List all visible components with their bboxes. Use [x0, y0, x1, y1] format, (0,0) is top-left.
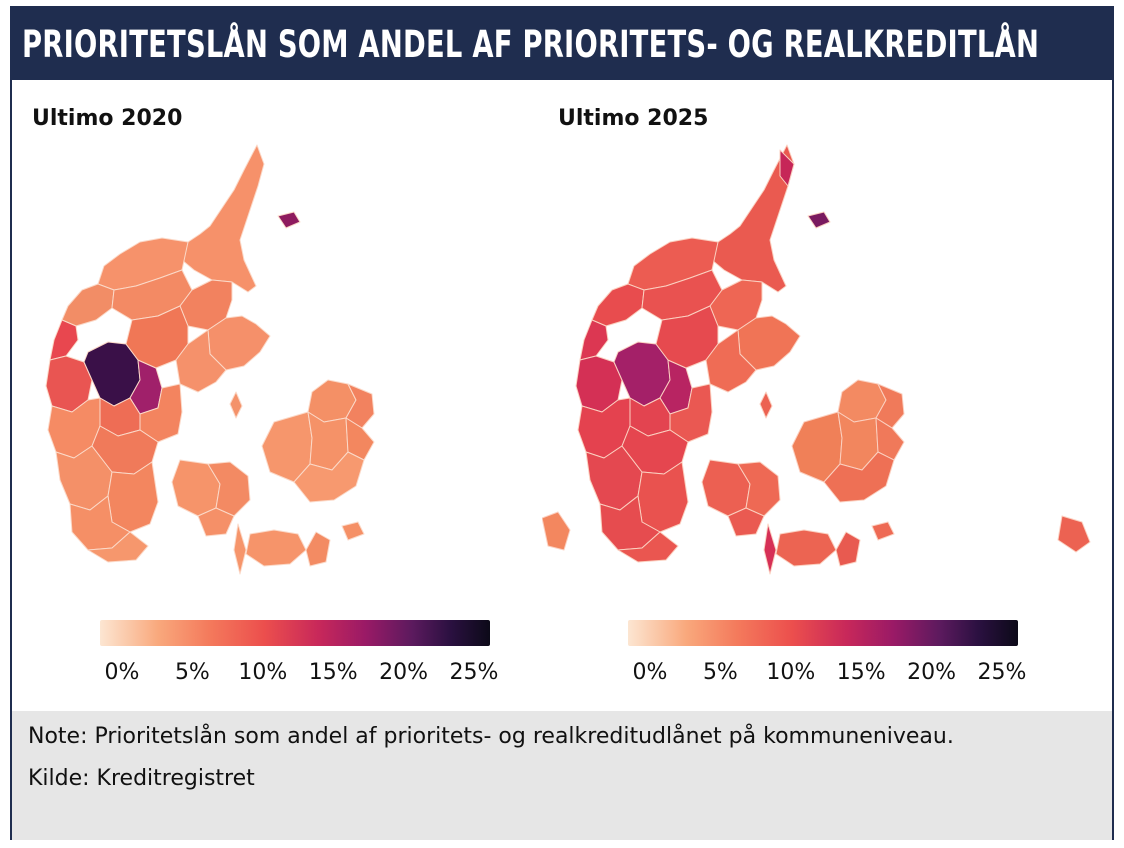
region-lolland [245, 529, 307, 567]
region-west-coast-red [579, 319, 609, 361]
legend-tick: 0% [104, 660, 140, 685]
legend-tick: 10% [766, 660, 816, 685]
region-fyn-east [207, 461, 251, 517]
legend-tick: 0% [632, 660, 668, 685]
region-thy [591, 283, 645, 327]
region-fyn-east [737, 461, 781, 517]
region-mon [871, 521, 895, 541]
figure-note: Note: Prioritetslån som andel af priorit… [28, 724, 954, 749]
region-aabenraa [87, 531, 149, 563]
region-samso [229, 391, 243, 419]
region-sydsjaelland [823, 451, 895, 503]
legend-tick: 20% [907, 660, 957, 685]
region-lolland [775, 529, 837, 567]
map-panel-2025: Ultimo 2025 [542, 80, 1116, 710]
legend-ticks-2020: 0% 5% 10% 15% 20% 25% [78, 660, 518, 690]
region-ostsjaelland [345, 417, 375, 461]
region-langeland [763, 523, 777, 575]
region-skagen [779, 149, 795, 187]
region-fyn-south [197, 507, 235, 537]
region-sydsjaelland [293, 451, 365, 503]
denmark-map-2025 [542, 144, 1091, 575]
figure-source: Kilde: Kreditregistret [28, 766, 255, 791]
legend-tick: 10% [238, 660, 288, 685]
map-title-2020: Ultimo 2020 [32, 106, 183, 131]
region-aabenraa [617, 531, 679, 563]
region-laeso [277, 211, 301, 229]
region-samso [759, 391, 773, 419]
region-aarhus-area [705, 329, 757, 393]
legend-tick: 25% [977, 660, 1027, 685]
region-thy [61, 283, 115, 327]
region-fyn-south [727, 507, 765, 537]
legend-ticks-2025: 0% 5% 10% 15% 20% 25% [606, 660, 1046, 690]
region-langeland [233, 523, 247, 575]
region-west-coast-red [49, 319, 79, 361]
note-area: Note: Prioritetslån som andel af priorit… [12, 711, 1112, 840]
region-falster [305, 531, 331, 567]
legend-color-bar-2020 [100, 620, 490, 646]
legend-tick: 5% [174, 660, 210, 685]
denmark-map-2020 [45, 144, 375, 575]
map-panel-2020: Ultimo 2020 [12, 80, 552, 710]
region-bornholm [1057, 515, 1091, 553]
region-ostsjaelland [875, 417, 905, 461]
map-title-2025: Ultimo 2025 [558, 106, 709, 131]
figure-title: PRIORITETSLÅN SOM ANDEL AF PRIORITETS- O… [22, 22, 1040, 66]
legend-tick: 15% [308, 660, 358, 685]
legend-tick: 25% [449, 660, 499, 685]
region-falster [835, 531, 861, 567]
legend-tick: 20% [379, 660, 429, 685]
region-mon [341, 521, 365, 541]
title-bar: PRIORITETSLÅN SOM ANDEL AF PRIORITETS- O… [12, 8, 1112, 80]
figure-frame: PRIORITETSLÅN SOM ANDEL AF PRIORITETS- O… [10, 6, 1114, 840]
legend-color-bar-2025 [628, 620, 1018, 646]
region-aarhus-area [175, 329, 227, 393]
legend-tick: 5% [702, 660, 738, 685]
region-laeso [807, 211, 831, 229]
legend-tick: 15% [836, 660, 886, 685]
region-vendsyssel [181, 144, 265, 293]
region-sonderborg [542, 511, 571, 551]
